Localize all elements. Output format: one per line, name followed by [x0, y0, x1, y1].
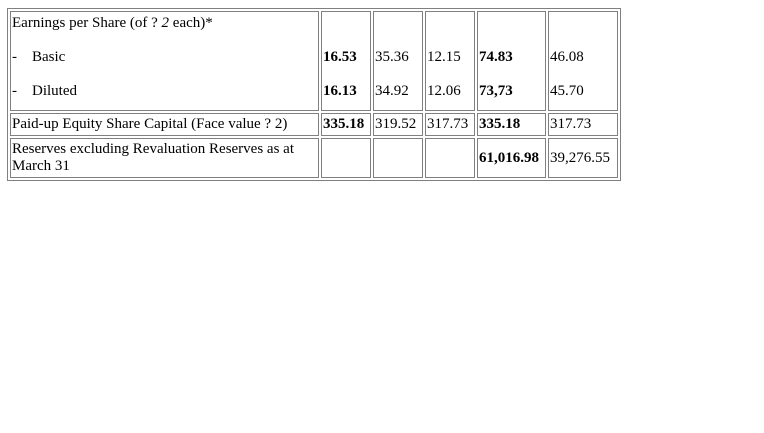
eps-diluted-label: - Diluted	[12, 83, 77, 99]
capital-value: 319.52	[373, 113, 423, 136]
table-row-capital: Paid-up Equity Share Capital (Face value…	[10, 113, 618, 136]
financial-results-table: Earnings per Share (of ? 2 each)* - Basic…	[7, 8, 621, 181]
capital-value: 335.18	[321, 113, 371, 136]
eps-cell: 16.53 16.13	[321, 11, 371, 111]
reserves-value: 61,016.98	[477, 138, 546, 178]
eps-face-value: 2	[161, 15, 170, 31]
capital-value: 317.73	[548, 113, 618, 136]
eps-diluted-value: 73,73	[479, 83, 513, 99]
eps-cell: 74.83 73,73	[477, 11, 546, 111]
eps-diluted-value: 34.92	[375, 83, 409, 99]
eps-cell: 35.36 34.92	[373, 11, 423, 111]
eps-cell: 46.08 45.70	[548, 11, 618, 111]
reserves-value: 39,276.55	[548, 138, 618, 178]
reserves-value	[425, 138, 475, 178]
table-row-reserves: Reserves excluding Revaluation Reserves …	[10, 138, 618, 178]
capital-value: 317.73	[425, 113, 475, 136]
eps-basic-value: 16.53	[323, 49, 357, 65]
reserves-value	[321, 138, 371, 178]
eps-heading: Earnings per Share (of ? 2 each)*	[12, 15, 213, 31]
eps-diluted-value: 16.13	[323, 83, 357, 99]
eps-basic-value: 12.15	[427, 49, 461, 65]
eps-diluted-value: 45.70	[550, 83, 584, 99]
capital-value: 335.18	[477, 113, 546, 136]
reserves-value	[373, 138, 423, 178]
eps-basic-value: 46.08	[550, 49, 584, 65]
eps-cell: 12.15 12.06	[425, 11, 475, 111]
eps-basic-value: 35.36	[375, 49, 409, 65]
table-row-eps: Earnings per Share (of ? 2 each)* - Basic…	[10, 11, 618, 111]
capital-label: Paid-up Equity Share Capital (Face value…	[10, 113, 319, 136]
eps-basic-label: - Basic	[12, 49, 66, 65]
eps-label-cell: Earnings per Share (of ? 2 each)* - Basic…	[10, 11, 319, 111]
eps-basic-value: 74.83	[479, 49, 513, 65]
reserves-label: Reserves excluding Revaluation Reserves …	[10, 138, 319, 178]
eps-diluted-value: 12.06	[427, 83, 461, 99]
